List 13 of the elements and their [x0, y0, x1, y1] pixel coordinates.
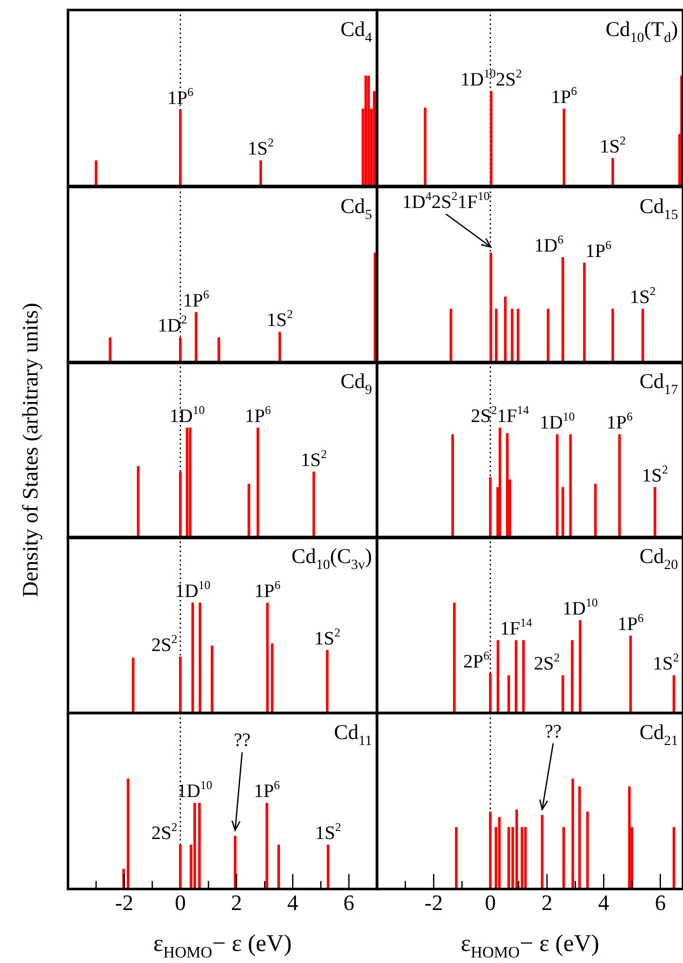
x-tick-label: 2: [542, 890, 552, 915]
x-tick-label: 0: [484, 890, 496, 915]
x-tick-label: 6: [343, 890, 354, 915]
annotation: ??: [544, 721, 562, 742]
x-tick-label: 4: [598, 890, 610, 915]
x-tick-label: 0: [174, 890, 186, 915]
x-tick-label: -2: [115, 890, 134, 915]
x-tick-label: 6: [654, 890, 666, 915]
x-tick-label: 4: [287, 890, 298, 915]
x-tick-label: -2: [424, 890, 443, 915]
annotation: ??: [234, 730, 251, 752]
y-axis-title: Density of States (arbitrary units): [17, 302, 43, 598]
x-tick-label: 2: [231, 890, 242, 915]
